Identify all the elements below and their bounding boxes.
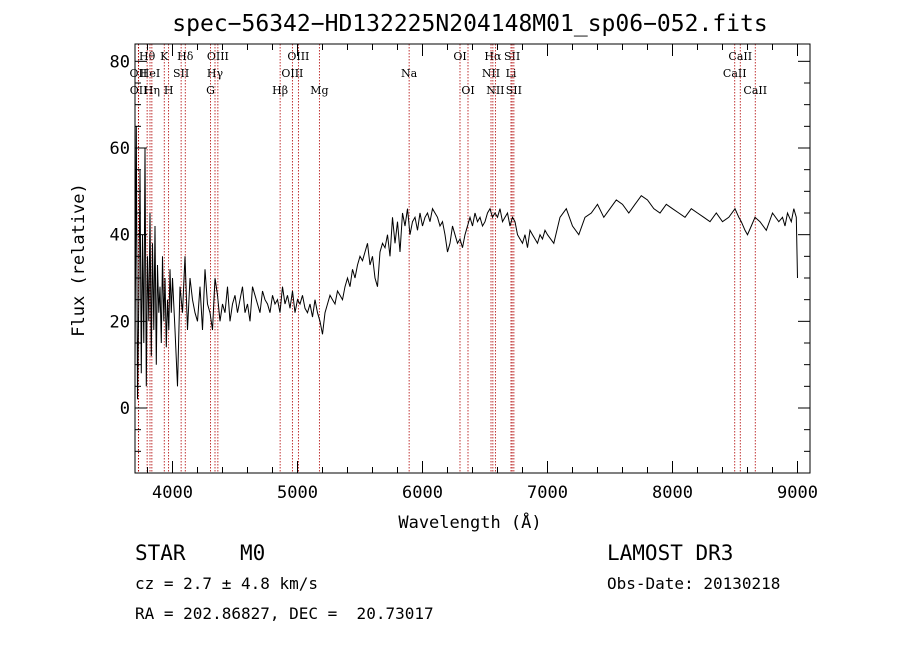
x-tick-label: 4000 xyxy=(152,483,193,503)
x-tick-label: 5000 xyxy=(277,483,318,503)
spectral-line-label: OI xyxy=(461,84,474,97)
spectral-line-label: SII xyxy=(504,50,520,63)
spectral-line-label: Li xyxy=(506,67,517,80)
spectral-line-label: OIII xyxy=(207,50,229,63)
spectral-line-label: Na xyxy=(401,67,418,80)
spectral-line-label: Hα xyxy=(484,50,502,63)
spectral-line-label: SII xyxy=(506,84,522,97)
redshift-velocity: cz = 2.7 ± 4.8 km/s xyxy=(135,574,319,593)
spectral-line-label: HeI xyxy=(140,67,160,80)
y-tick-label: 0 xyxy=(120,399,130,419)
y-tick-label: 40 xyxy=(110,226,130,246)
chart-title: spec−56342−HD132225N204148M01_sp06−052.f… xyxy=(172,11,767,37)
spectral-line-label: Hδ xyxy=(177,50,194,63)
spectral-line-label: Mg xyxy=(310,84,328,97)
spectral-line-label: NII xyxy=(482,67,500,80)
flux-series-line xyxy=(134,126,798,400)
plot-frame xyxy=(134,43,811,474)
spectral-line-label: OII xyxy=(130,67,148,80)
spectral-line-label: G xyxy=(206,84,215,97)
x-tick-label: 6000 xyxy=(402,483,443,503)
spectral-line-label: Hγ xyxy=(207,67,224,80)
observation-date: Obs-Date: 20130218 xyxy=(607,574,781,593)
spectral-line-label: K xyxy=(160,50,169,63)
x-tick-label: 7000 xyxy=(527,483,568,503)
coordinates: RA = 202.86827, DEC = 20.73017 xyxy=(135,604,434,623)
object-class: STAR xyxy=(135,541,186,565)
spectral-line-label: OII xyxy=(130,84,148,97)
spectral-line-label: Hβ xyxy=(272,84,288,97)
x-axis-label: Wavelength (Å) xyxy=(398,511,541,533)
y-axis-label: Flux (relative) xyxy=(69,183,89,337)
spectral-line-label: SII xyxy=(173,67,189,80)
spectral-line-label: CaII xyxy=(728,50,752,63)
y-tick-label: 80 xyxy=(110,52,130,72)
object-subclass: M0 xyxy=(240,541,266,565)
x-tick-label: 8000 xyxy=(652,483,693,503)
spectral-line-label: Hθ xyxy=(139,50,156,63)
y-tick-label: 20 xyxy=(110,312,130,332)
axis-ticks: 4000 5000 6000 7000 8000 9000 0 20 40 60 80 xyxy=(110,44,818,503)
spectral-line-label: CaII xyxy=(743,84,767,97)
spectral-line-label: OIII xyxy=(281,67,303,80)
spectral-line-label: NII xyxy=(486,84,504,97)
spectral-line-label: H xyxy=(164,84,174,97)
x-tick-label: 9000 xyxy=(777,483,818,503)
spectral-line-label: Hη xyxy=(144,84,160,97)
spectral-line-label: CaII xyxy=(723,67,747,80)
spectral-line-label: OI xyxy=(453,50,466,63)
survey-name: LAMOST DR3 xyxy=(607,541,734,565)
spectral-line-label: OIII xyxy=(287,50,309,63)
y-tick-label: 60 xyxy=(110,139,130,159)
